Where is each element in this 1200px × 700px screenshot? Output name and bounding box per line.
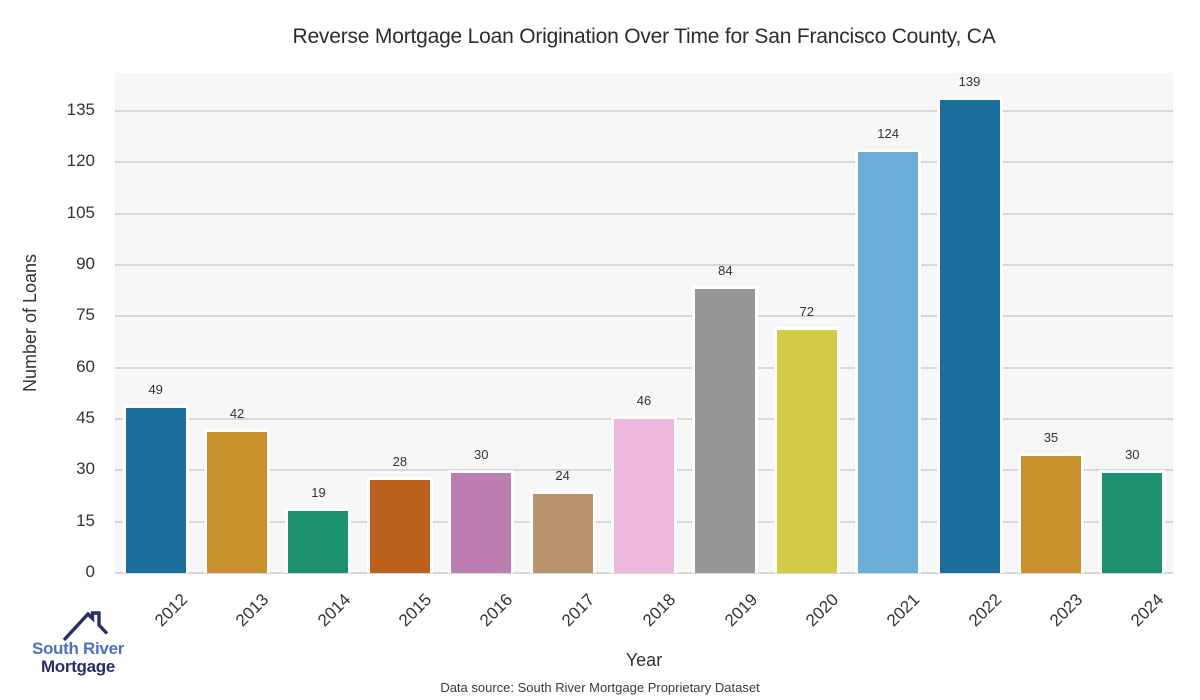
bar-2021	[855, 148, 922, 573]
bar-value-label-2014: 19	[311, 484, 326, 500]
bar-value-label-2017: 24	[555, 467, 570, 483]
x-tick-label-2022: 2022	[964, 590, 1005, 631]
south-river-mortgage-logo: South River Mortgage	[16, 600, 140, 684]
x-tick-label-2019: 2019	[720, 590, 761, 631]
bar-2014	[285, 507, 352, 573]
bar-value-label-2018: 46	[636, 392, 652, 408]
bar-2019	[692, 285, 759, 573]
logo-text-mortgage: Mortgage	[40, 657, 116, 676]
bar-2015	[366, 477, 433, 573]
logo-text-south-river: South River	[31, 639, 125, 658]
chart-title: Reverse Mortgage Loan Origination Over T…	[292, 25, 996, 48]
house-roof-icon	[62, 611, 109, 642]
x-tick-label-2013: 2013	[232, 590, 273, 631]
y-tick-label-60: 60	[76, 356, 95, 376]
gridline-105	[115, 212, 1173, 215]
y-tick-label-105: 105	[66, 202, 95, 222]
x-tick-label-2020: 2020	[802, 590, 843, 631]
bar-value-label-2020: 72	[799, 303, 814, 319]
bar-value-label-2022: 139	[958, 74, 981, 90]
x-tick-label-2024: 2024	[1127, 590, 1168, 631]
bar-2020	[773, 326, 840, 573]
bar-value-label-2024: 30	[1125, 447, 1140, 463]
y-tick-label-90: 90	[76, 254, 95, 273]
x-tick-label-2016: 2016	[476, 590, 517, 631]
x-tick-label-2012: 2012	[150, 590, 192, 631]
x-tick-label-2018: 2018	[639, 590, 680, 631]
y-tick-label-0: 0	[85, 562, 95, 581]
x-tick-label-2015: 2015	[395, 590, 436, 631]
y-tick-label-45: 45	[76, 408, 95, 427]
x-tick-label-2014: 2014	[313, 590, 354, 631]
bar-value-label-2016: 30	[473, 447, 489, 463]
bar-value-label-2023: 35	[1043, 430, 1059, 446]
x-axis-title: Year	[625, 650, 663, 670]
gridline-90	[115, 264, 1173, 266]
y-tick-label-75: 75	[76, 305, 95, 325]
bar-value-label-2015: 28	[392, 454, 408, 470]
bar-2023	[1017, 453, 1084, 573]
bar-value-label-2013: 42	[229, 406, 245, 422]
gridline-120	[115, 161, 1173, 164]
bar-2013	[204, 429, 271, 573]
y-tick-label-120: 120	[66, 151, 95, 171]
gridline-75	[115, 315, 1173, 318]
plot-area	[115, 73, 1173, 574]
y-tick-label-30: 30	[76, 459, 95, 479]
bar-2018	[611, 415, 677, 573]
bar-2012	[122, 405, 189, 573]
bar-value-label-2019: 84	[718, 262, 733, 278]
y-tick-label-135: 135	[66, 100, 95, 119]
gridline-0	[115, 572, 1173, 574]
bar-2017	[529, 490, 596, 573]
bar-value-label-2021: 124	[877, 125, 899, 141]
bar-2022	[936, 97, 1003, 573]
bar-2016	[448, 470, 515, 573]
bar-2024	[1099, 470, 1166, 573]
bar-value-label-2012: 49	[148, 382, 163, 398]
data-source-caption: Data source: South River Mortgage Propri…	[440, 680, 760, 695]
x-tick-label-2023: 2023	[1046, 590, 1087, 631]
gridline-135	[115, 110, 1173, 112]
x-tick-label-2017: 2017	[557, 590, 599, 631]
x-tick-label-2021: 2021	[883, 590, 924, 631]
y-tick-label-15: 15	[76, 510, 95, 530]
gridline-60	[115, 366, 1173, 369]
y-axis-title: Number of Loans	[20, 253, 40, 393]
